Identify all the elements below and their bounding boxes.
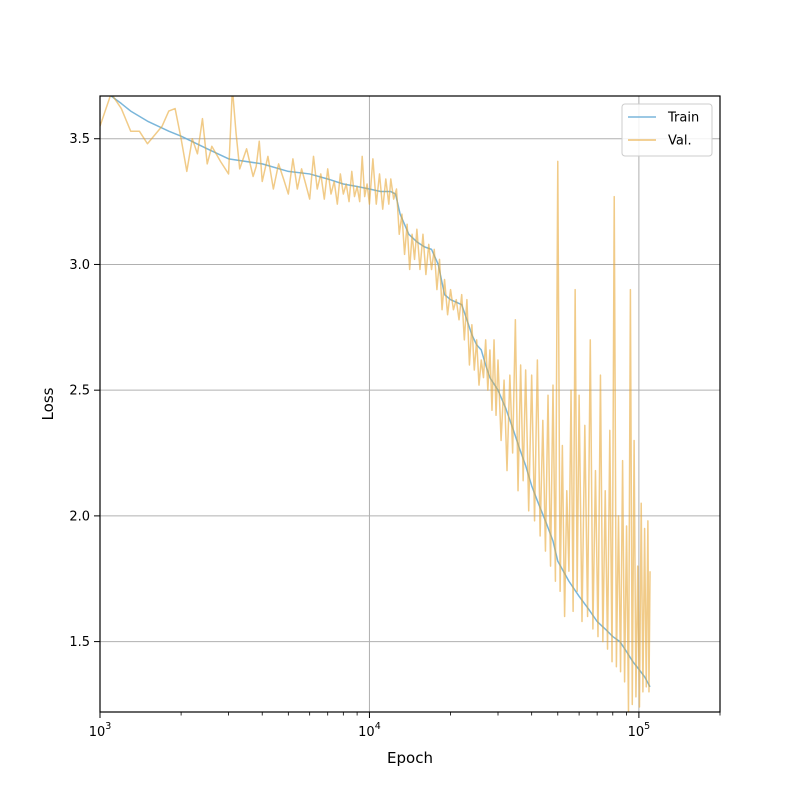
plot-frame bbox=[99, 95, 721, 713]
legend-label: Val. bbox=[668, 134, 692, 149]
x-axis-title: Epoch bbox=[387, 749, 433, 767]
y-tick-label: 2.5 bbox=[69, 384, 90, 399]
series-line-val bbox=[100, 96, 651, 712]
y-tick-label: 2.0 bbox=[69, 509, 90, 524]
axes: 103 104 105 1.5 2.0 2.5 3.0 3.5 Epoch Loss bbox=[39, 95, 721, 767]
y-tick-label: 1.5 bbox=[69, 635, 90, 650]
y-tick-label: 3.0 bbox=[69, 258, 90, 273]
x-tick-label: 105 bbox=[628, 721, 651, 740]
x-tick-label: 104 bbox=[358, 721, 381, 740]
y-axis-title: Loss bbox=[39, 387, 57, 420]
legend: Train Val. bbox=[621, 103, 713, 157]
x-tick-label: 103 bbox=[89, 721, 112, 740]
legend-label: Train bbox=[667, 111, 699, 126]
y-tick-label: 3.5 bbox=[69, 132, 90, 147]
series-lines bbox=[100, 96, 651, 712]
